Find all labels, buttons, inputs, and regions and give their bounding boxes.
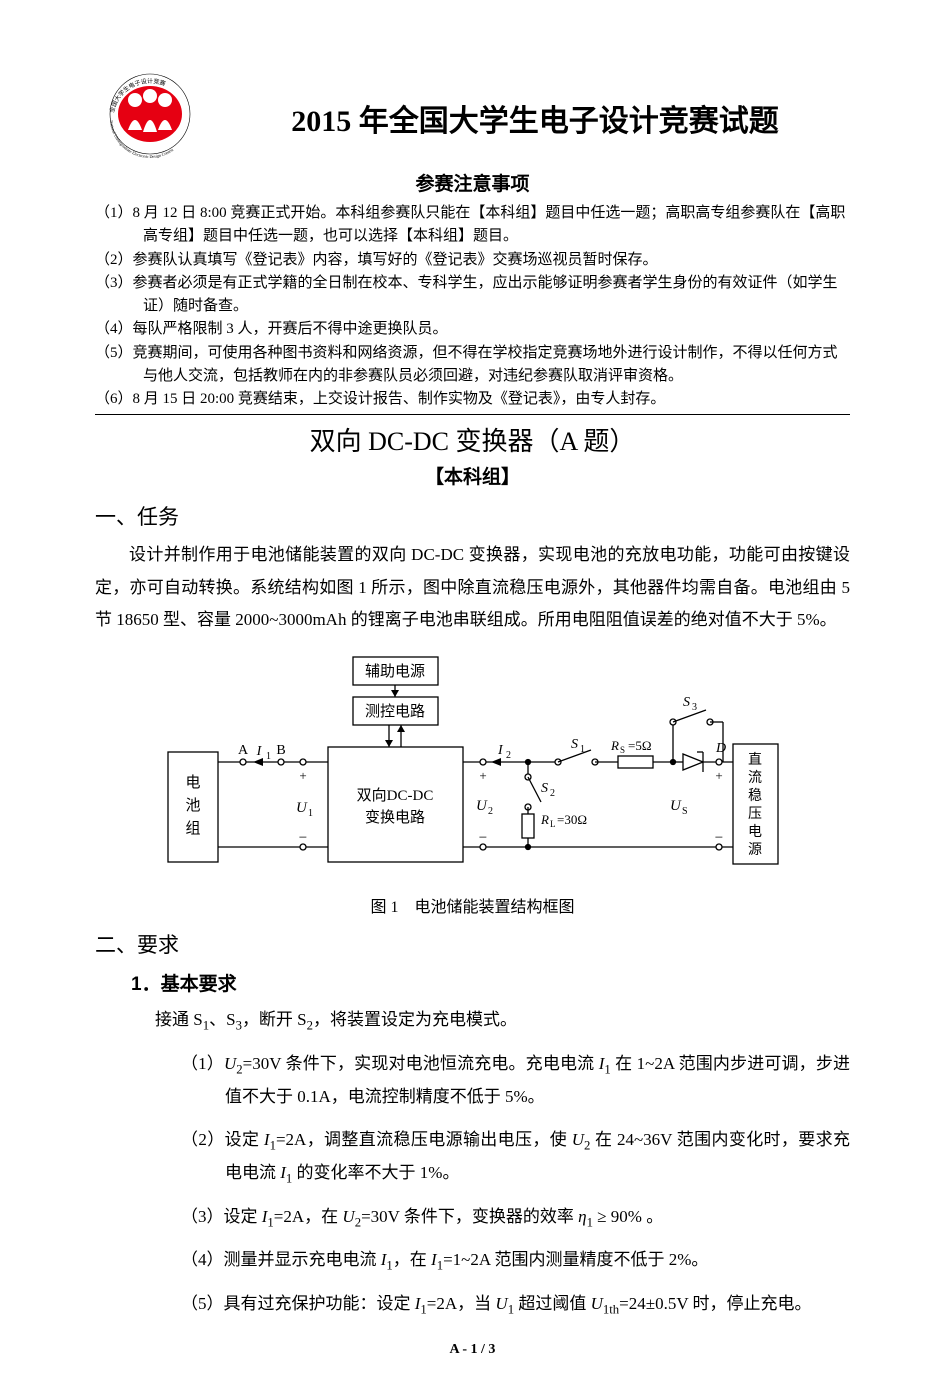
req-3: （3）设定 I1=2A，在 U2=30V 条件下，变换器的效率 η1 ≥ 90%… [95, 1201, 850, 1235]
svg-text:辅助电源: 辅助电源 [364, 663, 424, 680]
svg-text:S: S [683, 695, 690, 710]
req-2: （2）设定 I1=2A，调整直流稳压电源输出电压，使 U2 在 24~36V 范… [95, 1124, 850, 1191]
svg-text:直: 直 [748, 751, 762, 768]
svg-text:S: S [571, 737, 578, 752]
rules-block: （1）8 月 12 日 8:00 竞赛正式开始。本科组参赛队只能在【本科组】题目… [95, 202, 850, 411]
svg-text:I: I [497, 743, 504, 758]
svg-text:−: − [478, 830, 486, 846]
svg-text:R: R [540, 812, 549, 827]
rule-5: （5）竞赛期间，可使用各种图书资料和网络资源，但不得在学校指定竞赛场地外进行设计… [95, 342, 850, 389]
figure-caption: 图 1 电池储能装置结构框图 [95, 893, 850, 917]
svg-text:2: 2 [506, 750, 511, 761]
svg-text:池: 池 [185, 797, 200, 814]
svg-text:变换电路: 变换电路 [364, 809, 424, 826]
svg-text:I: I [255, 744, 262, 759]
svg-text:1: 1 [308, 808, 313, 819]
svg-text:源: 源 [748, 842, 762, 858]
svg-text:U: U [670, 798, 682, 814]
svg-text:双向DC-DC: 双向DC-DC [356, 787, 433, 804]
svg-text:压: 压 [748, 807, 762, 822]
section-task-heading: 一、任务 [95, 501, 850, 531]
svg-text:A: A [237, 743, 248, 758]
diagram-figure: 电 池 组 双向DC-DC 变换电路 测控电路 辅助电源 [95, 652, 850, 887]
svg-text:S: S [620, 745, 625, 755]
group-label: 【本科组】 [95, 462, 850, 489]
rule-3: （3）参赛者必须是有正式学籍的全日制在校本、专科学生，应出示能够证明参赛者学生身… [95, 272, 850, 319]
svg-text:=5Ω: =5Ω [628, 738, 652, 753]
rule-6: （6）8 月 15 日 20:00 竞赛结束，上交设计报告、制作实物及《登记表》… [95, 388, 850, 411]
page-footer: A - 1 / 3 [95, 1342, 850, 1358]
svg-text:S: S [541, 781, 548, 796]
req-5: （5）具有过充保护功能：设定 I1=2A，当 U1 超过阈值 U1th=24±0… [95, 1288, 850, 1322]
svg-text:+: + [479, 768, 486, 783]
req-intro: 接通 S1、S3，断开 S2，将装置设定为充电模式。 [155, 1004, 850, 1038]
contest-logo: 全国大学生电子设计竞赛 National Undergraduate Elect… [95, 70, 205, 165]
svg-text:D: D [715, 741, 726, 756]
svg-text:B: B [276, 743, 285, 758]
svg-text:−: − [714, 830, 722, 846]
svg-text:流: 流 [748, 770, 762, 786]
page: 全国大学生电子设计竞赛 National Undergraduate Elect… [0, 0, 945, 1398]
rule-4: （4）每队严格限制 3 人，开赛后不得中途更换队员。 [95, 318, 850, 341]
svg-text:−: − [298, 830, 306, 846]
svg-text:R: R [610, 738, 619, 753]
req-1: （1）U2=30V 条件下，实现对电池恒流充电。充电电流 I1 在 1~2A 范… [95, 1048, 850, 1114]
notice-heading: 参赛注意事项 [95, 169, 850, 196]
block-diagram-svg: 电 池 组 双向DC-DC 变换电路 测控电路 辅助电源 [163, 652, 783, 882]
section-req-heading: 二、要求 [95, 929, 850, 959]
svg-text:+: + [715, 768, 722, 783]
svg-text:组: 组 [185, 820, 200, 837]
svg-text:L: L [550, 819, 556, 829]
svg-text:3: 3 [692, 702, 697, 713]
rule-1: （1）8 月 12 日 8:00 竞赛正式开始。本科组参赛队只能在【本科组】题目… [95, 202, 850, 249]
req-4: （4）测量并显示充电电流 I1，在 I1=1~2A 范围内测量精度不低于 2%。 [95, 1244, 850, 1278]
svg-text:稳: 稳 [748, 788, 762, 804]
svg-text:U: U [476, 798, 488, 814]
divider [95, 414, 850, 415]
main-title: 2015 年全国大学生电子设计竞赛试题 [220, 96, 850, 140]
svg-text:电: 电 [748, 824, 762, 840]
rule-2: （2）参赛队认真填写《登记表》内容，填写好的《登记表》交赛场巡视员暂时保存。 [95, 249, 850, 272]
svg-text:2: 2 [488, 806, 493, 817]
header-row: 全国大学生电子设计竞赛 National Undergraduate Elect… [95, 70, 850, 165]
svg-text:=30Ω: =30Ω [557, 812, 587, 827]
basic-req-heading: 1．基本要求 [131, 969, 850, 996]
svg-text:+: + [299, 768, 306, 783]
svg-text:1: 1 [266, 751, 271, 762]
problem-title: 双向 DC-DC 变换器（A 题） [95, 421, 850, 458]
svg-text:U: U [296, 800, 308, 816]
task-paragraph: 设计并制作用于电池储能装置的双向 DC-DC 变换器，实现电池的充放电功能，功能… [95, 539, 850, 636]
svg-text:S: S [682, 806, 688, 817]
svg-text:电: 电 [185, 774, 200, 791]
svg-text:测控电路: 测控电路 [364, 703, 424, 720]
svg-text:2: 2 [550, 788, 555, 799]
svg-text:1: 1 [580, 744, 585, 755]
